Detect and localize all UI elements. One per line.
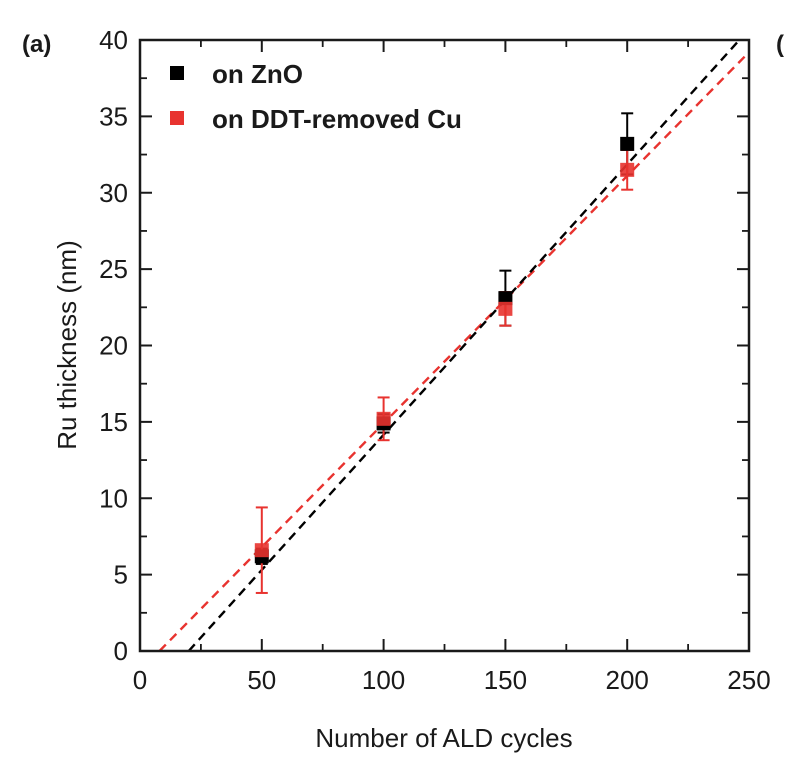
next-panel-label-fragment: ( <box>776 31 784 58</box>
y-tick-label: 20 <box>99 331 128 361</box>
data-point <box>620 136 635 151</box>
legend-marker <box>170 66 184 80</box>
x-tick-label: 100 <box>362 665 405 695</box>
data-point <box>498 301 513 316</box>
y-tick-label: 10 <box>99 483 128 513</box>
plot-marks <box>158 40 749 651</box>
legend: on ZnO on DDT-removed Cu <box>170 59 462 134</box>
y-tick-label: 30 <box>99 178 128 208</box>
x-tick-label: 0 <box>133 665 147 695</box>
x-tick-label: 50 <box>247 665 276 695</box>
data-point <box>376 411 391 426</box>
panel-label: (a) <box>22 31 51 58</box>
fit-line <box>187 40 741 651</box>
axis-ticks: 0 50 100 150 200 250 0 5 10 15 20 25 30 35 40 <box>99 25 771 695</box>
y-tick-label: 5 <box>114 560 128 590</box>
y-tick-label: 0 <box>114 636 128 666</box>
y-tick-label: 25 <box>99 254 128 284</box>
x-tick-label: 150 <box>484 665 527 695</box>
y-axis-title: Ru thickness (nm) <box>52 240 82 450</box>
data-point <box>620 162 635 177</box>
x-tick-label: 200 <box>606 665 649 695</box>
y-tick-label: 40 <box>99 25 128 55</box>
legend-label: on ZnO <box>212 59 303 89</box>
y-tick-label: 15 <box>99 407 128 437</box>
x-axis-title: Number of ALD cycles <box>315 723 572 753</box>
legend-label: on DDT-removed Cu <box>212 104 462 134</box>
legend-marker <box>170 111 184 125</box>
x-tick-label: 250 <box>727 665 770 695</box>
y-tick-label: 35 <box>99 101 128 131</box>
data-point <box>498 291 513 306</box>
data-point <box>254 543 269 558</box>
